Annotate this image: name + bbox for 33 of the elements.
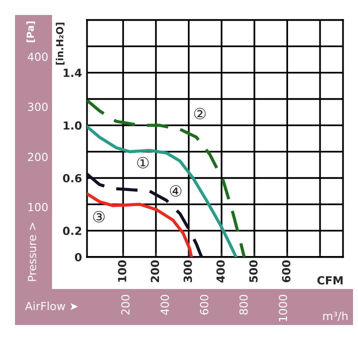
x-tick-label: 400 [216,260,225,282]
annotation: ② [194,108,206,120]
x-tick-label: 500 [249,260,258,282]
annotation: ① [137,157,149,168]
x-axis-title: CFM [317,276,343,285]
x-tick-label: 600 [282,260,290,282]
line-series [87,98,246,257]
y2-tick-label: 300 [28,102,48,112]
y2-tick-label: 100 [28,202,48,212]
y2-axis-title: [Pa] [26,22,36,42]
x2-tick-label: 200 [121,294,130,315]
annotation: ④ [170,185,182,197]
text: Pressure > [28,222,36,281]
x-tick-label: 200 [150,260,160,282]
y2-tick-label: 400 [28,52,48,61]
x2-tick-label: 800 [239,294,248,315]
x-tick-label: 300 [184,260,192,282]
x-tick-label: 100 [118,260,126,282]
y-axis-title: [in.H₂O] [56,22,64,65]
x2-axis-title: m³/h [323,312,348,321]
x2-tick-label: 600 [200,294,208,315]
x2-tick-label: 400 [160,294,169,315]
text: AirFlow ➤ [25,302,78,310]
y-tick-label: 0.6 [62,174,82,182]
y-tick-label: 1.0 [64,121,82,130]
x2-tick-label: 1000 [278,294,288,322]
line-series [87,172,204,257]
annotation: ③ [93,211,105,222]
y2-tick-label: 200 [28,152,48,162]
y-tick-label: 1.4 [64,68,82,77]
y-tick-label: 0.2 [62,226,82,236]
line-series [87,125,238,257]
y-tick-label: 0 [74,252,82,262]
